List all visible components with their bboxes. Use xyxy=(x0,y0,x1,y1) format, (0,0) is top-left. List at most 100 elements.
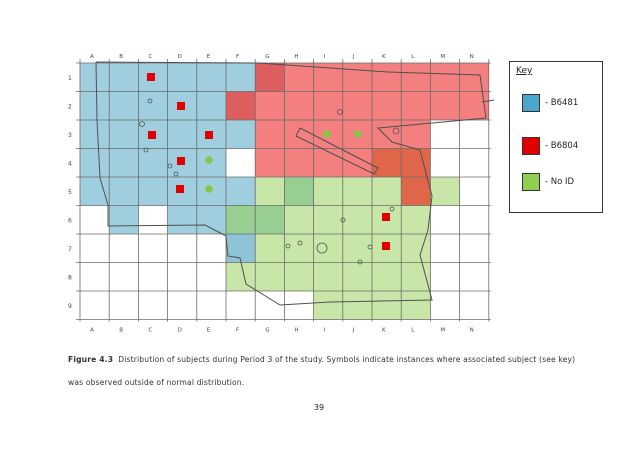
column-label: E xyxy=(207,54,211,60)
key-title: Key xyxy=(516,66,533,76)
key-item-b6481: - B6481 xyxy=(522,94,602,114)
column-label: L xyxy=(411,328,415,334)
b6804-marker xyxy=(177,157,185,165)
map-cell xyxy=(167,63,197,92)
page-number: 39 xyxy=(313,403,325,412)
sketch-circle xyxy=(139,121,145,127)
map-cell xyxy=(80,120,110,149)
key-item-no-id: - No ID xyxy=(522,173,602,193)
column-label: J xyxy=(352,54,355,60)
map-cell xyxy=(109,120,139,149)
map-cell xyxy=(430,91,460,120)
column-label: C xyxy=(148,328,152,334)
map-sketch-lines xyxy=(95,61,495,306)
no-id-marker xyxy=(323,130,331,138)
boundary-line xyxy=(481,99,495,103)
column-label: B xyxy=(119,328,123,334)
map-cell xyxy=(372,262,402,291)
map-key: Key - B6481 - B6804 - No ID xyxy=(509,61,603,213)
row-label: 8 xyxy=(68,275,72,282)
map-cell xyxy=(109,205,139,234)
b6804-marker xyxy=(382,242,390,250)
map-cell xyxy=(313,262,343,291)
map-cell xyxy=(109,148,139,177)
map-cell xyxy=(284,120,314,149)
map-cell xyxy=(372,148,402,177)
column-label: E xyxy=(207,328,211,334)
key-swatch-blue xyxy=(522,94,540,112)
map-cell xyxy=(342,291,372,320)
caption-label: Figure 4.3 xyxy=(68,355,114,364)
map-cell xyxy=(196,91,226,120)
sketch-circle xyxy=(340,217,346,223)
sketch-circle xyxy=(392,127,400,135)
map-cell xyxy=(313,234,343,263)
map-cell xyxy=(226,91,256,120)
column-label: I xyxy=(324,54,326,60)
map-cell xyxy=(313,91,343,120)
map-cell xyxy=(430,177,460,206)
map-cell xyxy=(284,234,314,263)
no-id-marker xyxy=(354,130,362,138)
map-cell xyxy=(226,63,256,92)
no-id-marker xyxy=(205,185,213,193)
map-cell xyxy=(284,91,314,120)
map-cell xyxy=(167,205,197,234)
b6804-marker xyxy=(147,73,155,81)
map-cell xyxy=(255,148,285,177)
map-cell xyxy=(342,91,372,120)
map-cell xyxy=(342,262,372,291)
map-cells xyxy=(80,63,489,320)
row-label: 6 xyxy=(68,218,72,225)
key-swatch-red xyxy=(522,137,540,155)
column-label: C xyxy=(148,54,152,60)
sketch-circle xyxy=(143,147,149,153)
figure-caption: Figure 4.3 Distribution of subjects duri… xyxy=(68,348,588,394)
column-label: I xyxy=(324,328,326,334)
row-label: 1 xyxy=(68,75,72,82)
b6804-marker xyxy=(382,213,390,221)
b6804-marker xyxy=(148,131,156,139)
map-cell xyxy=(226,205,256,234)
column-label: A xyxy=(90,328,94,334)
boundary-line xyxy=(95,61,487,306)
map-cell xyxy=(255,205,285,234)
map-cell xyxy=(284,205,314,234)
column-label: M xyxy=(440,328,445,334)
map-cell xyxy=(226,234,256,263)
map-labels: A A B B C C D D E E F F G G H H I I J J K K L L M M N N 1 2 3 4 5 6 7 8 9 xyxy=(68,54,474,334)
sketch-circle xyxy=(297,240,303,246)
column-label: N xyxy=(470,328,474,334)
map-grid xyxy=(76,59,491,322)
map-cell xyxy=(255,63,285,92)
no-id-marker xyxy=(205,156,213,164)
map-cell xyxy=(401,63,431,92)
map-cell xyxy=(196,63,226,92)
map-cell xyxy=(255,234,285,263)
sketch-circle xyxy=(173,171,179,177)
column-label: M xyxy=(440,54,445,60)
map-cell xyxy=(401,205,431,234)
map-cell xyxy=(226,120,256,149)
map-cell xyxy=(109,63,139,92)
key-label-b6481: - B6481 xyxy=(545,98,579,108)
map-cell xyxy=(401,234,431,263)
row-label: 3 xyxy=(68,132,72,139)
sketch-circle xyxy=(367,244,373,250)
map-cell xyxy=(459,63,489,92)
column-label: H xyxy=(294,54,298,60)
map-cell xyxy=(313,205,343,234)
map-cell xyxy=(372,291,402,320)
map-cell xyxy=(284,262,314,291)
map-cell xyxy=(138,177,168,206)
map-cell xyxy=(196,205,226,234)
key-label-b6804: - B6804 xyxy=(545,141,579,151)
map-markers xyxy=(147,73,390,250)
row-label: 9 xyxy=(68,303,72,310)
map-cell xyxy=(255,91,285,120)
column-label: K xyxy=(382,328,386,334)
map-cell xyxy=(372,177,402,206)
column-label: G xyxy=(265,328,269,334)
map-cell xyxy=(342,234,372,263)
map-cell xyxy=(226,177,256,206)
